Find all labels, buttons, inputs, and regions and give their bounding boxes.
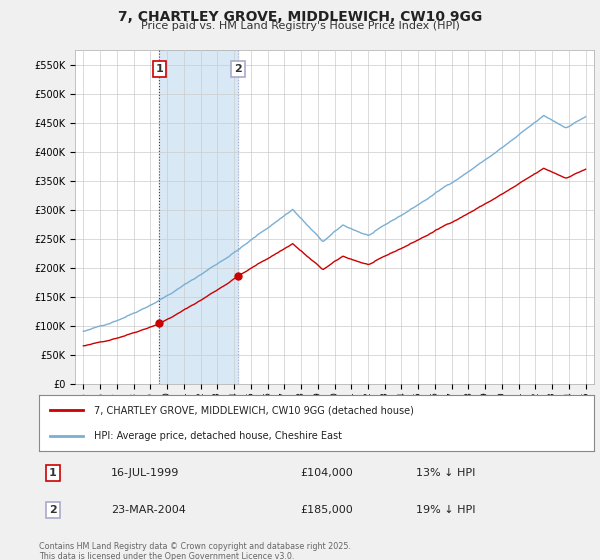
Text: 13% ↓ HPI: 13% ↓ HPI (416, 468, 476, 478)
Text: 23-MAR-2004: 23-MAR-2004 (111, 505, 186, 515)
Text: £185,000: £185,000 (300, 505, 353, 515)
Text: 16-JUL-1999: 16-JUL-1999 (111, 468, 179, 478)
Text: 2: 2 (49, 505, 57, 515)
Text: HPI: Average price, detached house, Cheshire East: HPI: Average price, detached house, Ches… (95, 431, 343, 441)
Text: 7, CHARTLEY GROVE, MIDDLEWICH, CW10 9GG (detached house): 7, CHARTLEY GROVE, MIDDLEWICH, CW10 9GG … (95, 405, 415, 416)
Text: £104,000: £104,000 (300, 468, 353, 478)
Text: Price paid vs. HM Land Registry's House Price Index (HPI): Price paid vs. HM Land Registry's House … (140, 21, 460, 31)
Text: 1: 1 (155, 64, 163, 74)
Bar (160, 50, 238, 384)
Text: 1: 1 (49, 468, 57, 478)
Text: Contains HM Land Registry data © Crown copyright and database right 2025.
This d: Contains HM Land Registry data © Crown c… (39, 542, 351, 560)
Text: 19% ↓ HPI: 19% ↓ HPI (416, 505, 476, 515)
Text: 2: 2 (234, 64, 242, 74)
Text: 7, CHARTLEY GROVE, MIDDLEWICH, CW10 9GG: 7, CHARTLEY GROVE, MIDDLEWICH, CW10 9GG (118, 10, 482, 24)
